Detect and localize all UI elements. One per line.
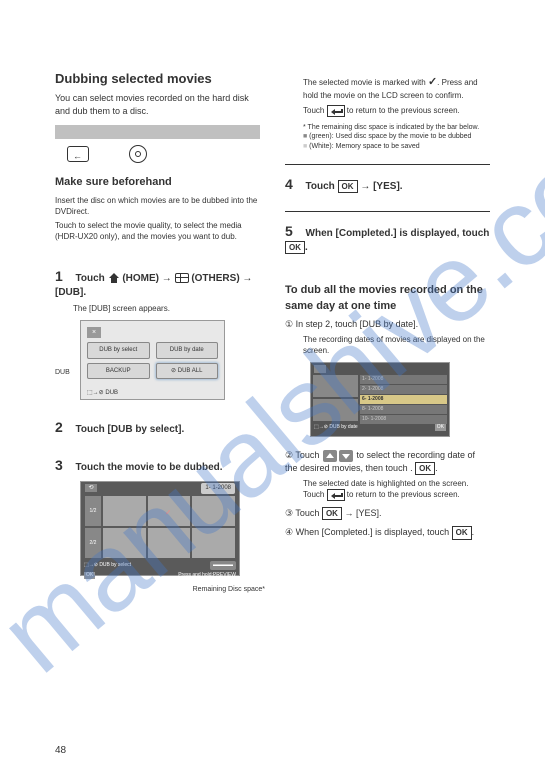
ss3-date: 1- 1-2008	[360, 375, 447, 384]
ss2-preview-hint: Press and hold:PREVIEW	[178, 572, 236, 579]
ss3-thumb	[313, 375, 358, 397]
disc-icon	[129, 145, 147, 163]
right-column: The selected movie is marked with ✓. Pre…	[285, 75, 490, 543]
checkmark-icon: ✓	[428, 76, 437, 88]
step-1-note: The [DUB] screen appears.	[55, 303, 260, 314]
sub-step-4: ④ When [Completed.] is displayed, touch …	[285, 526, 490, 539]
footnote: * The remaining disc space is indicated …	[285, 123, 490, 152]
ss2-page2: 2/2	[85, 528, 101, 558]
sub-step-3: ③ Touch OK → [YES].	[285, 507, 490, 520]
ss2-date: 1- 1-2008	[201, 483, 235, 493]
others-icon	[175, 273, 189, 283]
p1-return: Touch to return to the previous screen.	[285, 105, 490, 117]
check-icon: ✓	[165, 507, 172, 518]
ok-button-icon: OK	[285, 241, 305, 254]
ss3-footer: ⬚→⊘ DUB by date OK	[311, 423, 449, 432]
p1: The selected movie is marked with ✓. Pre…	[285, 75, 490, 102]
hdd-icon: ←	[67, 146, 89, 162]
ok-button-icon: OK	[338, 180, 358, 193]
ss3-date: 8- 1-2008	[360, 405, 447, 414]
ss2-thumb	[103, 528, 146, 558]
ss3-date: 2- 1-2008	[360, 385, 447, 394]
step-5: 5 When [Completed.] is displayed, touch …	[285, 222, 490, 256]
remaining-callout: Remaining Disc space*	[193, 585, 265, 595]
ss2-thumb	[192, 496, 235, 526]
ss3-thumb	[313, 399, 358, 421]
ok-button-icon: OK	[415, 462, 435, 475]
ss-btn-select: DUB by select	[87, 342, 150, 358]
ss2-thumb	[192, 528, 235, 558]
section-title: Dubbing selected movies	[55, 70, 260, 88]
ss2-return-icon: ⟲	[85, 484, 97, 492]
page-number: 48	[55, 745, 66, 756]
up-arrow-icon	[323, 450, 337, 462]
ss3-return-icon	[314, 365, 326, 373]
ss-footer: ⬚→⊘ DUB	[87, 387, 218, 397]
before-text-2: Touch to select the movie quality, to se…	[55, 220, 260, 242]
return-icon	[327, 489, 345, 501]
ss2-page1: 1/2	[85, 496, 101, 526]
home-icon	[108, 272, 120, 284]
ss-close-icon: ×	[87, 327, 101, 338]
divider	[285, 164, 490, 165]
left-column: Dubbing selected movies You can select m…	[55, 70, 260, 582]
ss2-thumb	[148, 528, 191, 558]
ok-button-icon: OK	[452, 526, 472, 539]
dub-callout: DUB	[55, 368, 70, 378]
sub-step-1-note: The recording dates of movies are displa…	[285, 334, 490, 356]
gray-bar	[55, 125, 260, 139]
step-3: 3 Touch the movie to be dubbed.	[55, 456, 260, 476]
ss-btn-backup: BACKUP	[87, 363, 150, 379]
ss-btn-duball: ⊘ DUB ALL	[156, 363, 219, 379]
step-1: 1 Touch (HOME) → (OTHERS) → [DUB].	[55, 267, 260, 301]
screenshot-select: ⟲ 1- 1-2008 1/2 ✓ 2/2 ⬚→⊘ DUB by select …	[80, 481, 240, 576]
screenshot-date: 1- 1-2008 2- 1-2008 6- 1-2008 8- 1-2008 …	[310, 362, 450, 437]
ss2-ok: OK	[84, 572, 95, 579]
intro-text: You can select movies recorded on the ha…	[55, 92, 260, 117]
divider	[285, 211, 490, 212]
ss2-thumb: ✓	[148, 496, 191, 526]
before-heading: Make sure beforehand	[55, 175, 260, 190]
subsection-title: To dub all the movies recorded on the sa…	[285, 283, 490, 314]
screenshot-dub-menu: × DUB by select DUB by date BACKUP ⊘ DUB…	[80, 320, 225, 400]
ss2-hint: ▬▬▬▬	[210, 561, 236, 570]
ss2-label: ⬚→⊘ DUB by select	[84, 562, 131, 569]
sub-step-1: ① In step 2, touch [DUB by date].	[285, 318, 490, 331]
sub-step-2-note: The selected date is highlighted on the …	[285, 478, 490, 501]
before-text-1: Insert the disc on which movies are to b…	[55, 195, 260, 217]
ss2-thumb	[103, 496, 146, 526]
ok-button-icon: OK	[322, 507, 342, 520]
step-4: 4 Touch OK → [YES].	[285, 175, 490, 195]
sub-step-2: ② Touch to select the recording date of …	[285, 449, 490, 475]
ss3-date-selected: 6- 1-2008	[360, 395, 447, 404]
down-arrow-icon	[339, 450, 353, 462]
return-icon	[327, 105, 345, 117]
ss3-date: 10- 1-2008	[360, 415, 447, 424]
step-2: 2 Touch [DUB by select].	[55, 418, 260, 438]
ss-btn-date: DUB by date	[156, 342, 219, 358]
